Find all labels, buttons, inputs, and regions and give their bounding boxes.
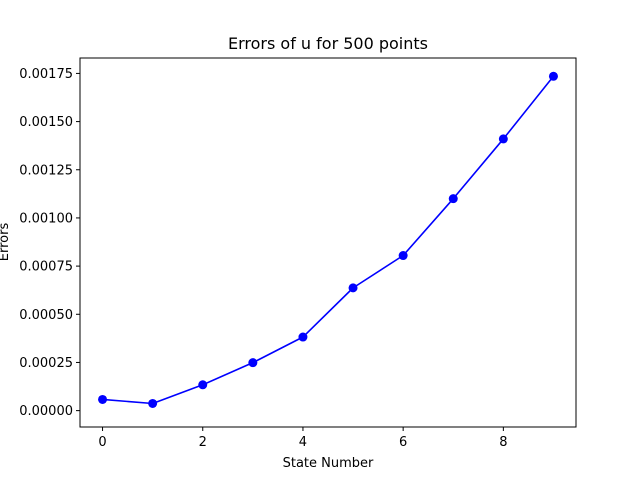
y-tick-label: 0.00150 <box>19 115 73 130</box>
x-tick-label: 8 <box>499 435 507 450</box>
axis-ticks: 0 2 4 6 8 0.00000 0.00025 0.00050 0.00075 0.00100… <box>19 67 507 450</box>
data-point <box>298 332 308 342</box>
data-point <box>498 134 508 144</box>
x-tick-label: 0 <box>98 435 106 450</box>
plot-area <box>98 71 558 408</box>
x-tick-label: 6 <box>399 435 407 450</box>
y-tick-label: 0.00125 <box>19 163 73 178</box>
y-tick-label: 0.00025 <box>19 356 73 371</box>
data-point <box>448 194 458 204</box>
data-point <box>198 380 208 390</box>
chart-title: Errors of u for 500 points <box>228 34 428 53</box>
x-tick-label: 4 <box>299 435 307 450</box>
data-point <box>348 283 358 293</box>
y-tick-label: 0.00075 <box>19 260 73 275</box>
data-point <box>148 398 158 408</box>
x-tick-label: 2 <box>199 435 207 450</box>
data-point <box>548 71 558 81</box>
series-line <box>102 75 555 405</box>
y-axis-label: Errors <box>0 223 12 262</box>
data-point <box>98 394 108 404</box>
axes-frame <box>79 57 577 428</box>
y-tick-label: 0.00175 <box>19 67 73 82</box>
data-point <box>398 251 408 261</box>
x-axis-label: State Number <box>283 456 374 471</box>
y-tick-label: 0.00100 <box>19 211 73 226</box>
y-tick-label: 0.00050 <box>19 308 73 323</box>
data-point <box>248 358 258 368</box>
y-tick-label: 0.00000 <box>19 404 73 419</box>
